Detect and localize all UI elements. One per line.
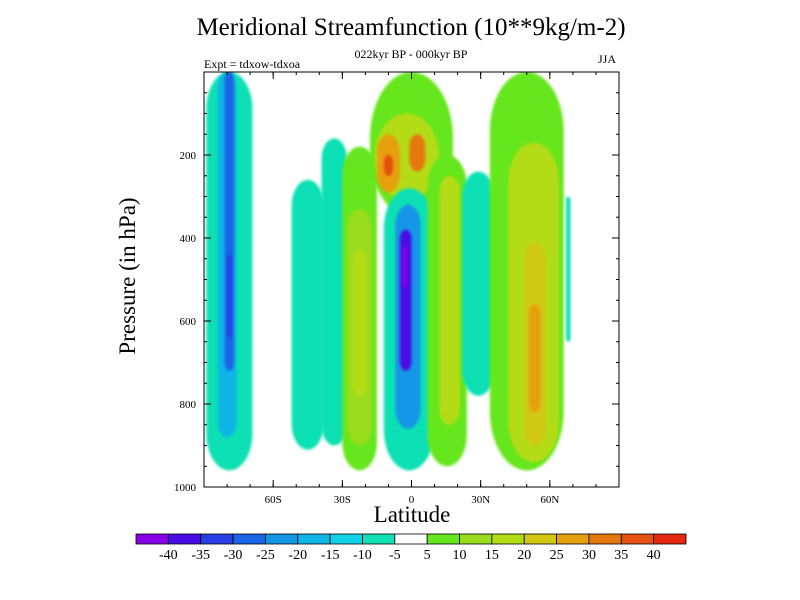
x-tick-label-2: 0 — [409, 494, 415, 506]
colorbar-swatch-8 — [394, 533, 428, 545]
chart-title: Meridional Streamfunction (10**9kg/m-2) — [196, 14, 626, 41]
contour-region-5 — [291, 179, 324, 450]
colorbar-swatch-1 — [167, 533, 202, 545]
colorbar-swatch-13 — [556, 533, 590, 545]
contour-region-20 — [439, 175, 460, 425]
colorbar-label-12: 25 — [550, 548, 564, 563]
colorbar-label-15: 40 — [647, 548, 661, 563]
contour-region-6 — [321, 138, 347, 446]
colorbar-swatch-7 — [362, 533, 396, 545]
colorbar-label-11: 20 — [517, 548, 531, 563]
colorbar-label-2: -30 — [224, 548, 243, 563]
contour-fill-layer — [204, 72, 619, 487]
colorbar-swatch-5 — [297, 533, 331, 545]
colorbar-label-8: 5 — [424, 548, 431, 563]
x-axis-label: Latitude — [373, 502, 451, 527]
colorbar-swatch-2 — [200, 533, 234, 545]
colorbar-label-9: 10 — [453, 548, 467, 563]
contour-region-18 — [402, 246, 407, 288]
axis-ticks: 60S 30S 0 30N 60N 200 400 600 800 1000 — [174, 72, 619, 506]
colorbar-swatch-0 — [135, 533, 169, 545]
contour-region-21 — [462, 171, 495, 396]
experiment-label: Expt = tdxow-tdxoa — [204, 57, 301, 71]
colorbar-swatch-14 — [588, 533, 622, 545]
colorbar-label-7: -5 — [389, 548, 401, 563]
contour-region-13 — [409, 134, 426, 172]
y-tick-label-3: 800 — [180, 399, 197, 411]
colorbar-swatch-10 — [459, 533, 493, 545]
colorbar-label-13: 30 — [582, 548, 596, 563]
colorbar-label-6: -10 — [353, 548, 372, 563]
x-tick-label-1: 30S — [334, 494, 351, 506]
colorbar-swatch-16 — [653, 533, 687, 545]
colorbar-swatch-3 — [232, 533, 266, 545]
colorbar-label-3: -25 — [256, 548, 275, 563]
colorbar-swatch-15 — [620, 533, 655, 545]
x-tick-label-3: 30N — [471, 494, 490, 506]
contour-region-26 — [565, 196, 571, 342]
contour-region-4 — [227, 254, 232, 338]
colorbar-swatch-12 — [523, 533, 557, 545]
colorbar: -40 -35 -30 -25 -20 -15 -10 -5 5 10 15 20 25 30 35 40 — [135, 533, 687, 563]
x-tick-label-4: 60N — [540, 494, 559, 506]
colorbar-swatch-4 — [265, 533, 299, 545]
y-tick-label-0: 200 — [180, 150, 197, 162]
colorbar-swatch-6 — [329, 533, 363, 545]
colorbar-label-5: -15 — [321, 548, 340, 563]
y-tick-label-2: 600 — [180, 316, 197, 328]
colorbar-swatch-11 — [491, 533, 525, 545]
colorbar-swatch-9 — [426, 533, 460, 545]
x-tick-label-0: 60S — [265, 494, 282, 506]
y-tick-label-1: 400 — [180, 233, 197, 245]
contour-region-14 — [383, 155, 394, 176]
contour-region-9 — [351, 250, 368, 396]
chart-subtitle: 022kyr BP - 000kyr BP — [354, 47, 468, 61]
colorbar-label-14: 35 — [614, 548, 628, 563]
colorbar-label-1: -35 — [191, 548, 210, 563]
colorbar-label-0: -40 — [159, 548, 178, 563]
colorbar-label-4: -20 — [288, 548, 307, 563]
season-label: JJA — [598, 52, 617, 66]
y-tick-label-4: 1000 — [174, 482, 197, 494]
colorbar-label-10: 15 — [485, 548, 499, 563]
contour-region-25 — [529, 304, 541, 413]
